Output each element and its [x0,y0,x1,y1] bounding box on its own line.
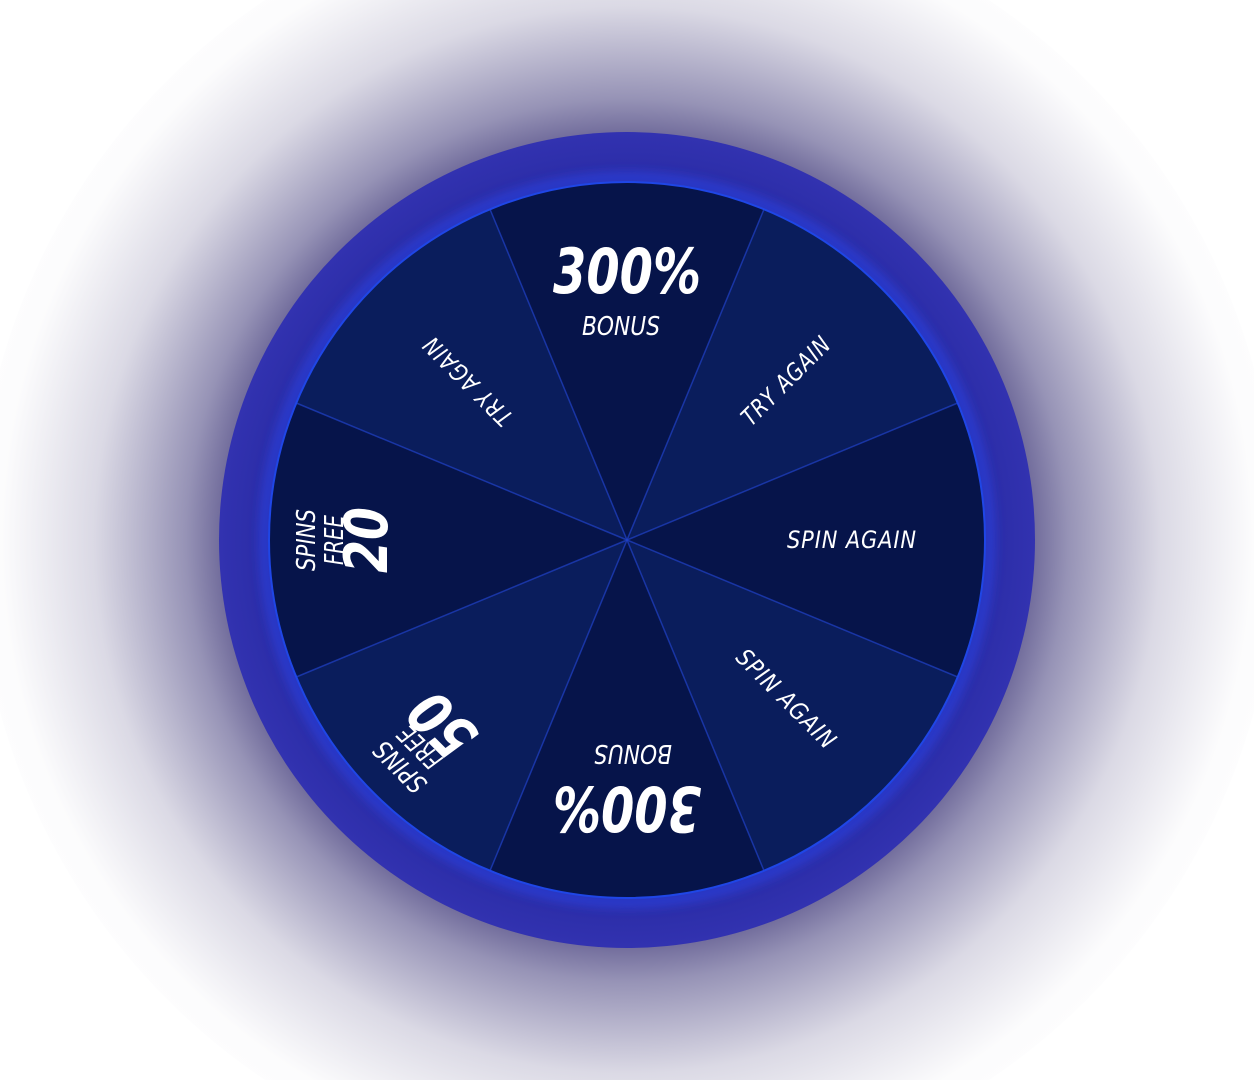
segment-divider [489,539,628,872]
rim-glow [262,175,992,905]
wheel-segment-1 [489,182,765,541]
wheel-segment-7 [269,402,627,678]
wheel-segment-5 [489,540,765,898]
free-spins-count-text: 20 [332,507,402,573]
wheel-segment-6 [296,540,627,871]
segment-divider [489,208,628,541]
bonus-label-text: BONUS [582,312,660,342]
spins-label-text: SPINS [292,509,322,571]
free-label-text: FREE [320,515,350,565]
segment-divider [626,539,765,872]
segment-divider [626,402,959,541]
wheel-segment-2 [627,209,958,540]
segment-label-3: SPIN AGAIN [787,526,917,554]
bonus-amount-text: 300% [553,235,701,308]
segment-divider [295,539,628,678]
segment-divider [295,402,628,541]
bonus-label-text: BONUS [594,738,672,768]
segment-divider [626,539,959,678]
wheel-segment-4 [627,540,958,871]
segments-group [269,182,985,898]
bonus-amount-text: 300% [553,772,701,845]
segment-divider [626,208,765,541]
wheel-rim [268,181,986,899]
wheel-segment-8 [296,209,627,540]
segment-label-5: 300% BONUS [553,738,701,845]
spin-again-text: SPIN AGAIN [787,526,917,554]
wheel-segment-3 [627,402,985,678]
dividers-group [295,208,959,872]
segment-label-1: 300% BONUS [553,235,701,342]
